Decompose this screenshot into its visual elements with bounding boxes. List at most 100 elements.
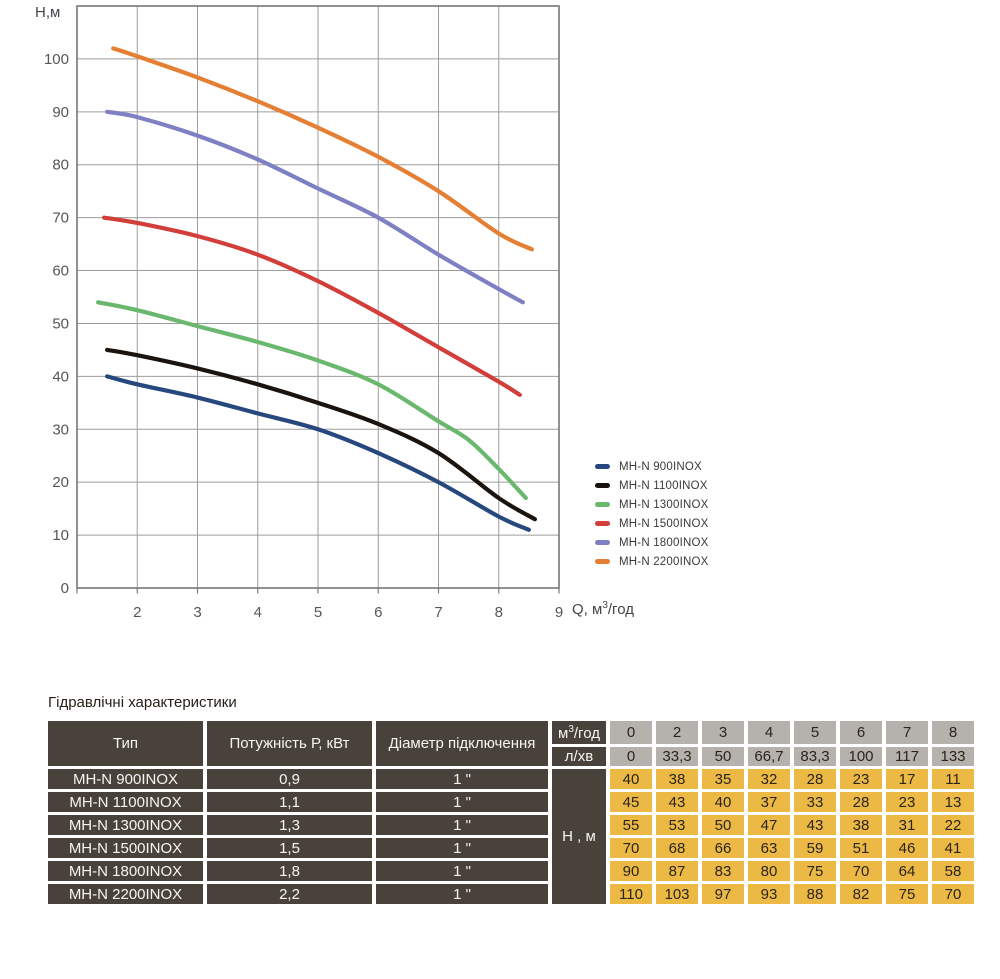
head-unit-cell: Н , м (552, 769, 606, 904)
table-header-row-flow: Тип Потужність Р, кВт Діаметр підключенн… (48, 721, 974, 766)
pump-curve (102, 215, 522, 397)
flow-value-cell: 3 (702, 721, 744, 744)
legend-item: MH-N 1300INOX (595, 495, 709, 514)
head-value-cell: 40 (610, 769, 652, 789)
y-tick-label: 80 (52, 157, 69, 174)
head-value-cell: 35 (702, 769, 744, 789)
pump-curve (105, 109, 525, 305)
head-value-cell: 70 (840, 861, 882, 881)
power-cell: 1,1 (207, 792, 372, 812)
head-value-cell: 82 (840, 884, 882, 904)
head-value-cell: 31 (886, 815, 928, 835)
x-tick-label: 2 (133, 604, 141, 621)
head-value-cell: 40 (702, 792, 744, 812)
power-cell: 1,8 (207, 861, 372, 881)
plot-border (76, 5, 560, 589)
pump-curve (95, 300, 528, 501)
diameter-cell: 1 " (376, 884, 548, 904)
pump-curve (111, 46, 534, 252)
legend-label: MH-N 1300INOX (619, 498, 709, 511)
x-axis-label-pre: Q, м (572, 601, 603, 618)
y-tick-label: 20 (52, 474, 69, 491)
flow-value-cell: 6 (840, 721, 882, 744)
head-value-cell: 45 (610, 792, 652, 812)
lmin-value-cell: 133 (932, 747, 974, 766)
legend-item: MH-N 1500INOX (595, 514, 709, 533)
flow-value-cell: 5 (794, 721, 836, 744)
head-value-cell: 38 (656, 769, 698, 789)
head-value-cell: 43 (656, 792, 698, 812)
legend-swatch-icon (595, 559, 610, 564)
pump-type-cell: MH-N 1500INOX (48, 838, 203, 858)
head-value-cell: 22 (932, 815, 974, 835)
col-header-power: Потужність Р, кВт (207, 721, 372, 766)
pump-type-cell: MH-N 900INOX (48, 769, 203, 789)
head-value-cell: 88 (794, 884, 836, 904)
table-row: MH-N 1300INOX 1,3 1 " 55 53 50 47 43 38 31 22 (48, 815, 974, 835)
head-value-cell: 43 (794, 815, 836, 835)
head-value-cell: 23 (886, 792, 928, 812)
power-cell: 1,5 (207, 838, 372, 858)
head-value-cell: 13 (932, 792, 974, 812)
pump-curve (105, 374, 531, 532)
y-tick-label: 90 (52, 104, 69, 121)
head-value-cell: 75 (794, 861, 836, 881)
x-tick-label: 5 (314, 604, 322, 621)
legend-label: MH-N 1800INOX (619, 536, 709, 549)
legend-item: MH-N 900INOX (595, 457, 709, 476)
x-axis-label: Q, м3/год (572, 600, 634, 618)
head-value-cell: 70 (932, 884, 974, 904)
flow-value-cell: 4 (748, 721, 790, 744)
unit-flow-sup: 3 (568, 723, 574, 735)
head-value-cell: 51 (840, 838, 882, 858)
unit-lmin-header: л/хв (552, 747, 606, 766)
head-value-cell: 110 (610, 884, 652, 904)
lmin-value-cell: 83,3 (794, 747, 836, 766)
legend-swatch-icon (595, 540, 610, 545)
x-tick-label: 8 (495, 604, 503, 621)
y-tick-label: 50 (52, 315, 69, 332)
y-tick-label: 10 (52, 527, 69, 544)
y-tick-label: 60 (52, 263, 69, 280)
lmin-value-cell: 117 (886, 747, 928, 766)
pump-curve (105, 347, 537, 522)
legend-label: MH-N 2200INOX (619, 555, 709, 568)
head-value-cell: 58 (932, 861, 974, 881)
head-value-cell: 33 (794, 792, 836, 812)
power-cell: 2,2 (207, 884, 372, 904)
table-row: MH-N 1100INOX 1,1 1 " 45 43 40 37 33 28 23 13 (48, 792, 974, 812)
col-header-diameter: Діаметр підключення (376, 721, 548, 766)
y-axis-label: Н,м (35, 4, 61, 21)
head-value-cell: 41 (932, 838, 974, 858)
head-value-cell: 59 (794, 838, 836, 858)
diameter-cell: 1 " (376, 838, 548, 858)
legend-swatch-icon (595, 464, 610, 469)
flow-value-cell: 7 (886, 721, 928, 744)
head-value-cell: 46 (886, 838, 928, 858)
unit-flow-header: м3/год (552, 721, 606, 744)
y-tick-label: 30 (52, 421, 69, 438)
pump-performance-chart: 0 10 20 30 40 50 60 70 80 90 100 2 3 4 5 6 7 8 9 (44, 5, 563, 621)
diameter-cell: 1 " (376, 861, 548, 881)
head-value-cell: 64 (886, 861, 928, 881)
head-value-cell: 80 (748, 861, 790, 881)
x-tick-label: 9 (555, 604, 563, 621)
head-value-cell: 103 (656, 884, 698, 904)
x-tick-label: 7 (434, 604, 442, 621)
head-value-cell: 55 (610, 815, 652, 835)
head-value-cell: 97 (702, 884, 744, 904)
pump-type-cell: MH-N 1100INOX (48, 792, 203, 812)
legend-item: MH-N 2200INOX (595, 552, 709, 571)
power-cell: 1,3 (207, 815, 372, 835)
head-value-cell: 32 (748, 769, 790, 789)
legend-swatch-icon (595, 521, 610, 526)
head-value-cell: 47 (748, 815, 790, 835)
head-value-cell: 75 (886, 884, 928, 904)
head-value-cell: 23 (840, 769, 882, 789)
legend-label: MH-N 1500INOX (619, 517, 709, 530)
head-value-cell: 68 (656, 838, 698, 858)
table-row: MH-N 2200INOX 2,2 1 " 110 103 97 93 88 82 75 70 (48, 884, 974, 904)
col-header-type: Тип (48, 721, 203, 766)
y-tick-label: 70 (52, 210, 69, 227)
